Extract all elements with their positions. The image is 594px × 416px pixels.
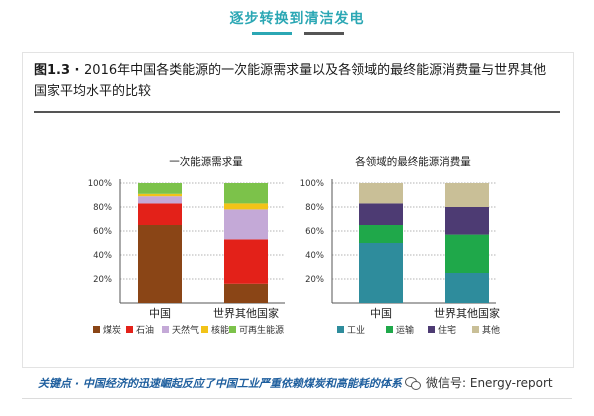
chart-0-legend-swatch (93, 326, 100, 333)
chart-0-bar-segment (224, 203, 268, 210)
chart-0-bar-segment (138, 193, 182, 197)
chart-1-bar-segment (445, 234, 489, 273)
chart-0-legend-swatch (126, 326, 133, 333)
chart-0-legend-label: 天然气 (172, 324, 199, 336)
chart-0-bar-segment (224, 183, 268, 204)
chart-1-legend-label: 运输 (396, 324, 414, 336)
wechat-icon (405, 376, 421, 390)
chart-1-ytick-label: 40% (305, 251, 324, 261)
chart-1-legend-swatch (472, 326, 479, 333)
chart-0-bar-segment (138, 183, 182, 194)
chart-1-bar-segment (445, 273, 489, 303)
chart-0-bar-segment (224, 209, 268, 240)
watermark-text: 微信号: Energy-report (426, 376, 553, 390)
chart-0-category-label: 世界其他国家 (213, 306, 279, 320)
figure-title-rule (34, 111, 560, 113)
key-point-caption: 关键点 · 中国经济的迅速崛起反应了中国工业严重依赖煤炭和高能耗的体系 (38, 377, 402, 390)
chart-1-legend-label: 住宅 (438, 324, 456, 336)
chart-0-bar-segment (138, 196, 182, 204)
chart-0-title: 一次能源需求量 (169, 155, 243, 168)
chart-0-legend-label: 煤炭 (103, 324, 121, 336)
chart-1-category-label: 世界其他国家 (434, 306, 500, 320)
chart-1-bar-segment (359, 183, 403, 204)
header-divider-bar (304, 32, 344, 35)
chart-1-legend-swatch (386, 326, 393, 333)
figure-title-text: 2016年中国各类能源的一次能源需求量以及各领域的最终能源消费量与世界其他国家平… (34, 63, 547, 99)
chart-1-bar-segment (359, 203, 403, 225)
chart-0-ytick-label: 20% (93, 275, 112, 285)
chart-0-bar-segment (224, 239, 268, 284)
watermark: 微信号: Energy-report (405, 374, 553, 391)
chart-0-legend-swatch (162, 326, 169, 333)
chart-1-category-label: 中国 (370, 307, 392, 320)
chart-0-legend-swatch (201, 326, 208, 333)
chart-0-legend-label: 石油 (136, 324, 154, 336)
chart-0-bar-segment (138, 225, 182, 303)
bottom-rule (22, 398, 572, 399)
chart-1-legend-label: 工业 (347, 325, 365, 336)
chart-0-ytick-label: 40% (93, 251, 112, 261)
chart-1-legend-label: 其他 (482, 324, 500, 336)
chart-0-bar-segment (138, 203, 182, 225)
chart-1-ytick-label: 100% (300, 179, 324, 189)
chart-0-legend-label: 可再生能源 (239, 324, 284, 336)
figure-number: 图1.3 · (34, 63, 85, 78)
chart-1-legend-swatch (337, 326, 344, 333)
chart-1-ytick-label: 20% (305, 275, 324, 285)
chart-0-legend-label: 核能 (211, 324, 229, 336)
chart-0-bar-segment (224, 283, 268, 303)
chart-1-title: 各领域的最终能源消费量 (355, 155, 471, 168)
chart-1-ytick-label: 80% (305, 203, 324, 213)
chart-1-legend-swatch (428, 326, 435, 333)
chart-1-ytick-label: 60% (305, 227, 324, 237)
chart-1-bar-segment (359, 225, 403, 243)
chart-1-bar-segment (445, 183, 489, 207)
chart-0-ytick-label: 100% (88, 179, 112, 189)
chart-0-legend-swatch (229, 326, 236, 333)
chart-1-bar-segment (445, 207, 489, 235)
page-header-title: 逐步转换到清洁发电 (229, 11, 365, 27)
chart-0-ytick-label: 80% (93, 203, 112, 213)
chart-0-category-label: 中国 (149, 307, 171, 320)
figure-title: 图1.3 · 2016年中国各类能源的一次能源需求量以及各领域的最终能源消费量与… (34, 60, 554, 102)
chart-0-ytick-label: 60% (93, 227, 112, 237)
chart-1-bar-segment (359, 243, 403, 303)
header-accent-bar (252, 32, 292, 35)
